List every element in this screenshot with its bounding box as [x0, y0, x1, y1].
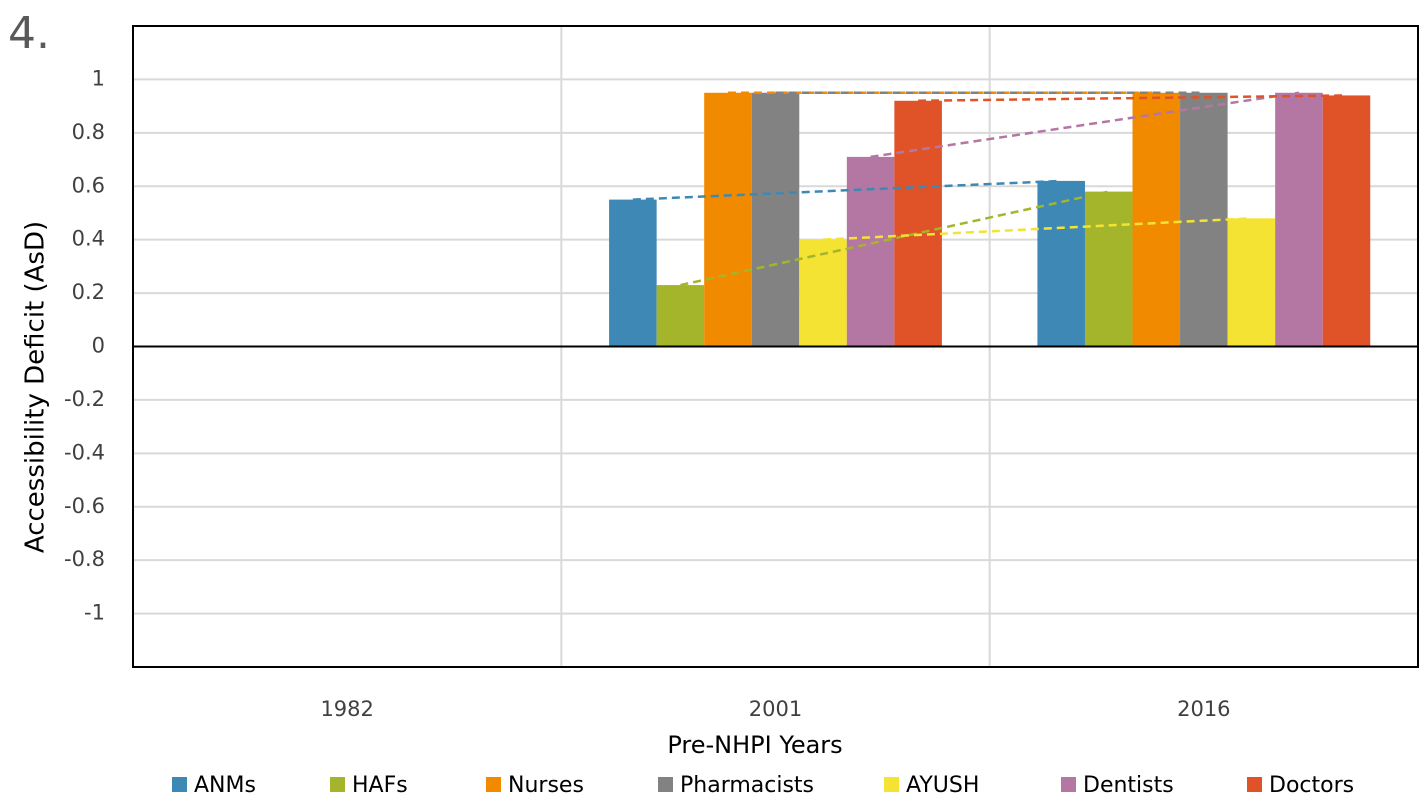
y-tick-label: -0.6	[64, 494, 105, 518]
legend-swatch	[172, 777, 187, 792]
legend-swatch	[486, 777, 501, 792]
bar	[846, 156, 895, 347]
x-axis-label: Pre-NHPI Years	[667, 731, 842, 759]
bar	[704, 92, 752, 347]
legend-label: AYUSH	[906, 773, 979, 798]
bar	[1322, 95, 1371, 347]
y-tick-label: 0.4	[72, 227, 105, 251]
bar	[609, 199, 657, 347]
x-tick-label: 2016	[1177, 697, 1230, 721]
y-tick-label: -0.2	[64, 387, 105, 411]
legend-swatch	[330, 777, 345, 792]
legend-label: Nurses	[508, 773, 584, 798]
bar	[799, 239, 847, 347]
plot-frame	[132, 25, 1419, 668]
legend-swatch	[658, 777, 673, 792]
bar	[1227, 218, 1276, 347]
legend-swatch	[1247, 777, 1262, 792]
x-tick-label: 2001	[749, 697, 802, 721]
bar	[1132, 92, 1181, 347]
legend-label: Doctors	[1269, 773, 1354, 798]
trend-line	[870, 91, 1300, 159]
y-axis-label: Accessibility Deficit (AsD)	[21, 221, 51, 553]
y-tick-label: 1	[92, 66, 105, 90]
trend-line	[680, 190, 1110, 287]
legend-label: Dentists	[1083, 773, 1174, 798]
bar	[1084, 191, 1133, 347]
y-tick-label: 0.6	[72, 173, 105, 197]
trend-line	[632, 179, 1062, 201]
y-tick-label: -0.8	[64, 547, 105, 571]
bar	[1275, 92, 1323, 347]
y-tick-label: -1	[84, 601, 105, 625]
x-tick-label: 1982	[320, 697, 373, 721]
bar	[656, 285, 705, 347]
y-tick-label: -0.4	[64, 440, 105, 464]
bar	[894, 100, 942, 347]
legend-label: HAFs	[352, 773, 408, 798]
legend-swatch	[1061, 777, 1076, 792]
legend-swatch	[884, 777, 899, 792]
y-tick-label: 0	[92, 334, 105, 358]
trend-line	[918, 94, 1347, 103]
trend-line	[822, 217, 1252, 241]
panel-label: 4.	[8, 8, 50, 59]
y-tick-label: 0.2	[72, 280, 105, 304]
legend-label: ANMs	[194, 773, 256, 798]
bar	[1037, 180, 1085, 347]
bar	[751, 92, 800, 347]
legend-label: Pharmacists	[680, 773, 814, 798]
y-tick-label: 0.8	[72, 120, 105, 144]
